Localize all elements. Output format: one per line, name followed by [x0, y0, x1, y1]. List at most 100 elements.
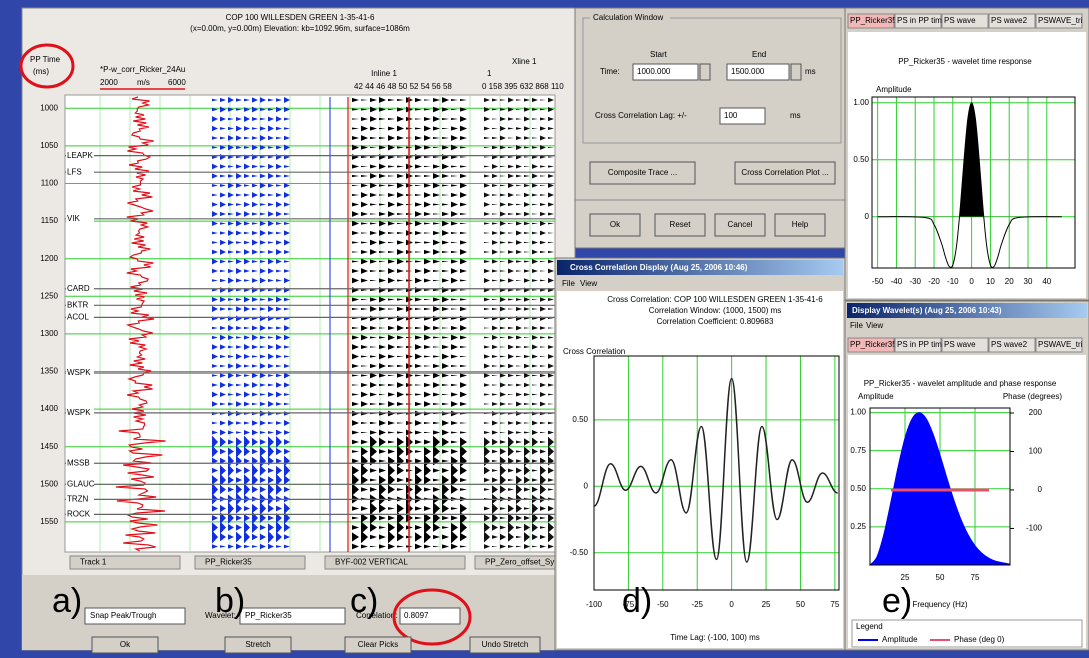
button[interactable]: [224, 636, 292, 654]
trace-texture: [370, 306, 377, 312]
trace-texture: [415, 465, 422, 476]
text-field[interactable]: [399, 607, 461, 625]
track-label: Track 1: [80, 558, 107, 567]
trace-texture: [442, 203, 449, 206]
trace-texture: [442, 127, 449, 130]
trace-texture: [361, 446, 368, 457]
trace-texture: [352, 251, 359, 253]
trace-texture: [228, 192, 234, 198]
trace-texture: [212, 374, 218, 377]
trace-texture: [352, 164, 359, 169]
trace-texture: [532, 393, 538, 396]
spin[interactable]: [790, 63, 802, 81]
trace-texture: [524, 98, 530, 102]
trace-texture: [276, 240, 282, 245]
button[interactable]: [91, 636, 159, 654]
tab[interactable]: [847, 13, 895, 29]
trace-texture: [548, 232, 554, 234]
horizon-label: WSPK: [67, 368, 91, 377]
trace-texture: [532, 478, 538, 482]
trace-texture: [508, 213, 514, 215]
button[interactable]: [589, 161, 696, 185]
button[interactable]: [734, 161, 836, 185]
trace-texture: [370, 445, 377, 458]
trace-texture: [532, 249, 538, 255]
tab[interactable]: [988, 13, 1036, 29]
trace-texture: [508, 393, 514, 396]
button[interactable]: [774, 213, 826, 237]
trace-texture: [212, 482, 218, 497]
trace-texture: [388, 201, 395, 208]
title-bar: [557, 260, 843, 275]
trace-texture: [379, 230, 386, 236]
trace-texture: [268, 116, 274, 122]
trace-texture: [268, 98, 274, 102]
text-field[interactable]: [726, 63, 790, 81]
trace-texture: [361, 544, 368, 549]
tab[interactable]: [988, 337, 1036, 353]
trace-texture: [268, 344, 274, 350]
trace-texture: [220, 249, 226, 255]
dropdown[interactable]: [84, 607, 186, 625]
trace-texture: [228, 486, 234, 493]
menu-item[interactable]: File: [850, 321, 863, 330]
trace-texture: [212, 211, 218, 217]
trace-texture: [379, 194, 386, 196]
tab[interactable]: [894, 337, 942, 353]
trace-texture: [424, 506, 431, 511]
dropdown[interactable]: [239, 607, 346, 625]
text-field[interactable]: [719, 107, 766, 125]
spin[interactable]: [699, 63, 711, 81]
menu-item[interactable]: View: [866, 321, 883, 330]
button[interactable]: [469, 636, 541, 654]
button[interactable]: [344, 636, 412, 654]
trace-texture: [508, 373, 514, 378]
trace-texture: [492, 249, 498, 255]
tab[interactable]: [1035, 13, 1083, 29]
trace-texture: [548, 327, 554, 329]
highlight-circle: [19, 43, 75, 89]
trace-texture: [508, 117, 514, 121]
trace-texture: [220, 402, 226, 406]
trace-texture: [236, 258, 242, 265]
trace-texture: [352, 335, 359, 340]
trace-texture: [433, 288, 440, 292]
trace-texture: [548, 259, 554, 264]
button[interactable]: [714, 213, 766, 237]
trace-texture: [424, 374, 431, 377]
tab[interactable]: [1035, 337, 1083, 353]
trace-texture: [379, 136, 386, 140]
trace-texture: [500, 431, 506, 434]
tab[interactable]: [941, 337, 989, 353]
trace-texture: [284, 260, 290, 263]
trace-texture: [228, 182, 234, 189]
trace-texture: [252, 260, 258, 263]
trace-texture: [500, 135, 506, 141]
trace-texture: [500, 241, 506, 244]
menu-item[interactable]: View: [580, 279, 597, 288]
trace-texture: [460, 192, 467, 198]
trace-texture: [220, 222, 226, 225]
button[interactable]: [589, 213, 641, 237]
button[interactable]: [654, 213, 706, 237]
text-field[interactable]: [632, 63, 699, 81]
trace-texture: [212, 430, 218, 435]
trace-texture: [370, 97, 377, 103]
trace-texture: [532, 193, 538, 197]
tab[interactable]: [941, 13, 989, 29]
trace-texture: [284, 307, 290, 311]
tab[interactable]: [894, 13, 942, 29]
trace-texture: [540, 270, 546, 272]
trace-texture: [508, 241, 514, 244]
trace-texture: [228, 144, 234, 151]
trace-texture: [442, 194, 449, 196]
x-tick-label: 40: [1042, 277, 1051, 286]
trace-texture: [415, 307, 422, 311]
tab[interactable]: [847, 337, 895, 353]
track-label: BYF-002 VERTICAL: [335, 558, 408, 567]
trace-texture: [508, 232, 514, 234]
trace-texture: [397, 437, 404, 447]
menu-item[interactable]: File: [562, 279, 575, 288]
trace-texture: [397, 212, 404, 216]
trace-texture: [252, 503, 258, 514]
